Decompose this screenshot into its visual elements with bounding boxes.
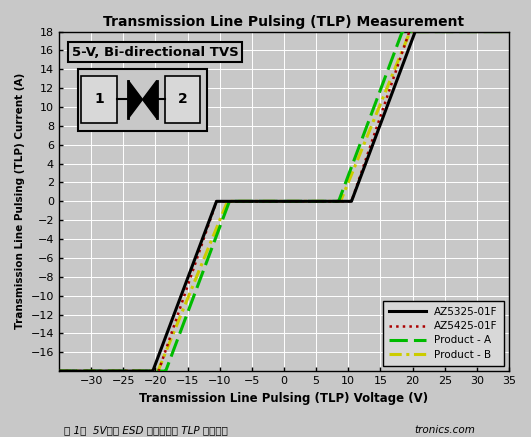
Product - B [56,368,62,374]
Product - A [56,368,62,374]
Product - B [134,368,140,374]
Bar [81,76,117,123]
Line: AZ5325-01F: AZ5325-01F [59,31,509,371]
Product - A [449,29,455,34]
AZ5425-01F [107,368,114,374]
Product - B [107,368,114,374]
AZ5325-01F [412,29,418,34]
Line: AZ5425-01F: AZ5425-01F [59,31,509,371]
Product - A [107,368,114,374]
AZ5325-01F [107,368,114,374]
Line: Product - A: Product - A [59,31,509,371]
Product - B [248,199,254,204]
AZ5425-01F [56,368,62,374]
AZ5325-01F [497,29,503,34]
AZ5325-01F [56,368,62,374]
Product - A [134,368,140,374]
Legend: AZ5325-01F, AZ5425-01F, Product - A, Product - B: AZ5325-01F, AZ5425-01F, Product - A, Pro… [383,301,504,366]
AZ5425-01F [248,199,254,204]
Text: 2: 2 [178,93,187,107]
Text: 1: 1 [94,93,104,107]
Polygon shape [129,80,142,118]
AZ5425-01F [449,29,455,34]
AZ5325-01F [134,368,140,374]
Product - A [506,29,512,34]
Product - A [497,29,503,34]
AZ5425-01F [134,368,140,374]
Product - A [399,29,406,34]
Polygon shape [142,80,157,118]
AZ5425-01F [497,29,503,34]
Title: Transmission Line Pulsing (TLP) Measurement: Transmission Line Pulsing (TLP) Measurem… [104,15,465,29]
Product - B [407,29,413,34]
Product - A [228,199,235,204]
Text: tronics.com: tronics.com [414,425,475,435]
Y-axis label: Transmission Line Pulsing (TLP) Current (A): Transmission Line Pulsing (TLP) Current … [15,73,25,329]
AZ5325-01F [506,29,512,34]
AZ5325-01F [228,199,235,204]
Text: 5-V, Bi-directional TVS: 5-V, Bi-directional TVS [72,46,238,59]
Product - A [248,199,254,204]
Product - B [228,199,235,204]
Bar [78,69,207,131]
Product - B [497,29,503,34]
Text: 图 1：  5V双向 ESD 保护组件的 TLP 测试曲线: 图 1： 5V双向 ESD 保护组件的 TLP 测试曲线 [64,425,228,435]
AZ5425-01F [228,199,235,204]
AZ5425-01F [406,29,413,34]
AZ5425-01F [506,29,512,34]
Product - B [506,29,512,34]
X-axis label: Transmission Line Pulsing (TLP) Voltage (V): Transmission Line Pulsing (TLP) Voltage … [140,392,429,405]
AZ5325-01F [248,199,254,204]
AZ5325-01F [449,29,455,34]
Line: Product - B: Product - B [59,31,509,371]
Bar [165,76,200,123]
Product - B [449,29,455,34]
